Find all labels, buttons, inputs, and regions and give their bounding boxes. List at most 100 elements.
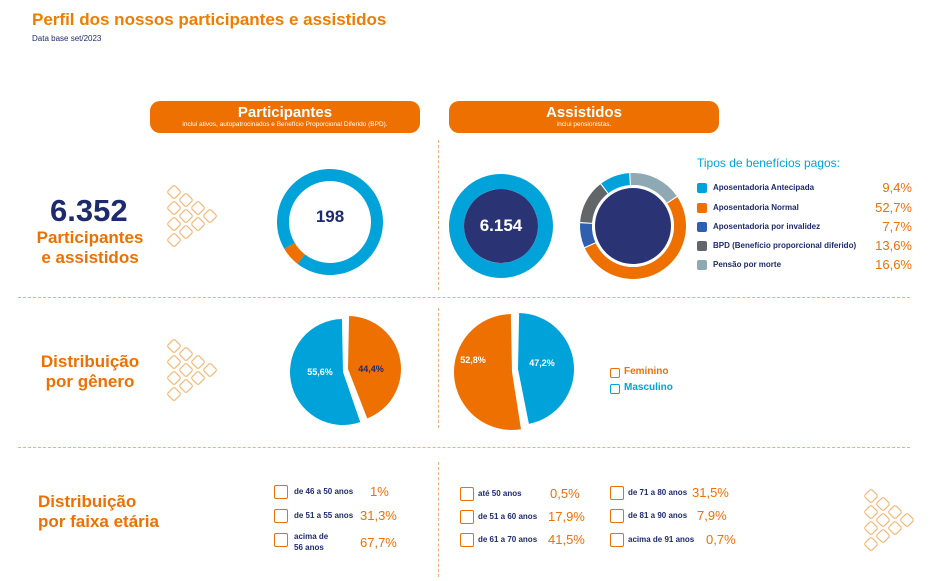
diamond-shape: [167, 339, 181, 353]
decorative-arrow-pattern-1: [167, 185, 217, 247]
diamond-shape: [179, 363, 193, 377]
legend-label: Aposentadoria por invalidez: [713, 222, 821, 231]
faixa-label: Distribuição por faixa etária: [38, 492, 178, 532]
legend-label: Aposentadoria Normal: [713, 203, 799, 212]
total-label: Participantes e assistidos: [30, 228, 150, 268]
age-row-3-label: 56 anos: [294, 543, 324, 552]
age-checkbox-icon: [610, 533, 624, 547]
page-title: Perfil dos nossos participantes e assist…: [32, 10, 387, 29]
legend-swatch: [697, 183, 707, 193]
assistidos-genero-pie: 47,2% 52,8%: [454, 313, 574, 430]
divider-horizontal-1: [18, 297, 910, 298]
pie-label-feminino: 44,4%: [358, 364, 384, 374]
legend-label: BPD (Benefício proporcional diferido): [713, 241, 857, 250]
age-row-4-value: 31,5%: [692, 485, 729, 500]
age-checkbox-icon: [610, 509, 624, 523]
assistidos-total-donut: [449, 174, 553, 278]
legend-swatch: [697, 260, 707, 270]
feminino-checkbox-icon: [610, 368, 620, 378]
participantes-title: Participantes: [237, 104, 333, 121]
pie-label-feminino: 52,8%: [460, 355, 486, 365]
assistidos-total-value: 6.154: [479, 216, 523, 235]
feminino-label: Feminino: [624, 366, 669, 377]
diamond-shape: [191, 371, 205, 385]
total-number: 6.352: [50, 193, 128, 228]
benefit-slice-4: [630, 173, 677, 203]
legend-title: Tipos de benefícios pagos:: [697, 156, 840, 170]
diamond-shape: [888, 521, 902, 535]
legend-value: 52,7%: [875, 200, 912, 215]
benefit-slice-1: [584, 197, 686, 279]
participantes-subtitle: inclui ativos, autopatrocinados e Benefí…: [182, 121, 388, 128]
legend-item: Aposentadoria Antecipada 9,4%: [697, 180, 912, 198]
age-checkbox-icon: [274, 485, 288, 499]
age-row-6-value: 0,7%: [706, 532, 736, 547]
genero-label-line2: por gênero: [45, 372, 135, 391]
participantes-header: Participantes inclui ativos, autopatroci…: [150, 101, 420, 133]
age-checkbox-icon: [610, 486, 624, 500]
pie-slice-feminino: [454, 314, 522, 430]
diamond-shape: [876, 513, 890, 527]
legend-swatch: [697, 222, 707, 232]
diamond-shape: [179, 225, 193, 239]
legend-swatch: [697, 241, 707, 251]
genero-label-line1: Distribuição: [40, 352, 140, 371]
pie-slice-feminino: [348, 316, 401, 419]
genero-label: Distribuição por gênero: [30, 352, 150, 392]
age-row-3-label: acima de: [294, 532, 329, 541]
diamond-shape: [900, 513, 914, 527]
decorative-arrow-pattern-3: [864, 489, 914, 551]
pie-slice-masculino: [518, 313, 574, 424]
age-row-2-value: 17,9%: [548, 509, 585, 524]
legend-item: BPD (Benefício proporcional diferido) 13,…: [697, 238, 912, 256]
divider-vertical-1: [438, 140, 439, 290]
age-checkbox-icon: [460, 510, 474, 524]
age-row-3-value: 67,7%: [360, 535, 397, 550]
legend-value: 13,6%: [875, 238, 912, 253]
legend-label: Aposentadoria Antecipada: [713, 183, 815, 192]
diamond-shape: [876, 497, 890, 511]
diamond-shape: [179, 379, 193, 393]
diamond-shape: [179, 209, 193, 223]
diamond-shape: [864, 505, 878, 519]
age-row-1-label: de 46 a 50 anos: [294, 487, 354, 496]
age-row-5-label: de 81 a 90 anos: [628, 511, 688, 520]
divider-vertical-2: [438, 308, 439, 428]
age-row-6-label: acima de 91 anos: [628, 535, 695, 544]
donut-slice-secondary: [284, 242, 305, 264]
legend-item: Pensão por morte 16,6%: [697, 257, 912, 275]
total-label-line2: e assistidos: [41, 248, 139, 267]
legend-value: 16,6%: [875, 257, 912, 272]
beneficios-donut: [580, 173, 686, 279]
diamond-shape: [167, 355, 181, 369]
diamond-shape: [864, 521, 878, 535]
pie-label-masculino: 47,2%: [529, 358, 555, 368]
diamond-shape: [888, 505, 902, 519]
age-checkbox-icon: [274, 509, 288, 523]
diamond-shape: [203, 209, 217, 223]
pie-label-masculino: 55,6%: [307, 367, 333, 377]
age-row-1-value: 0,5%: [550, 486, 580, 501]
diamond-shape: [864, 537, 878, 551]
age-row-3-value: 41,5%: [548, 532, 585, 547]
age-row-4-label: de 71 a 80 anos: [628, 488, 688, 497]
age-checkbox-icon: [460, 533, 474, 547]
diamond-shape: [191, 355, 205, 369]
benefit-slice-3: [580, 184, 608, 223]
diamond-shape: [167, 233, 181, 247]
masculino-label: Masculino: [624, 382, 673, 393]
age-checkbox-icon: [460, 487, 474, 501]
age-row-3-label: de 61 a 70 anos: [478, 535, 538, 544]
donut-core: [595, 188, 671, 264]
pie-slice-masculino: [290, 319, 361, 425]
diamond-shape: [191, 217, 205, 231]
diamond-shape: [179, 193, 193, 207]
diamond-shape: [179, 347, 193, 361]
diamond-shape: [864, 489, 878, 503]
diamond-shape: [167, 201, 181, 215]
assistidos-subtitle: inclui pensionistas.: [556, 121, 612, 128]
age-checkbox-icon: [274, 533, 288, 547]
total-label-line1: Participantes: [36, 228, 144, 247]
diamond-shape: [167, 185, 181, 199]
participantes-total-donut: [277, 168, 383, 275]
